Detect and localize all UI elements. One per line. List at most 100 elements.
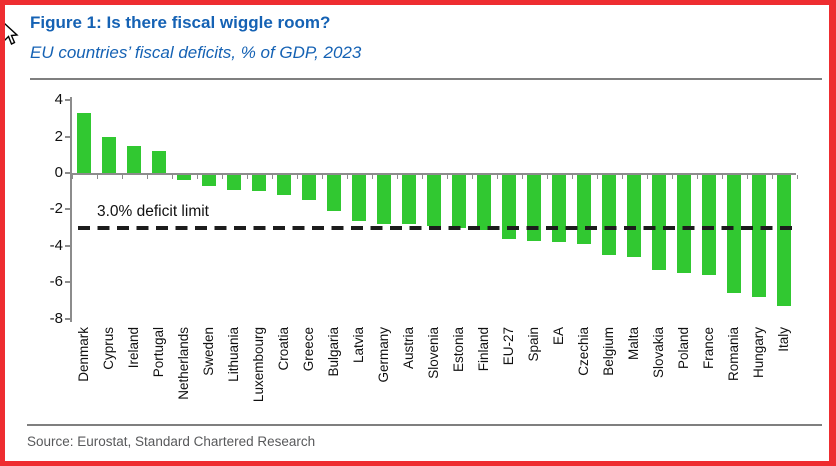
bar-Ireland xyxy=(127,145,141,173)
x-axis-label: Netherlands xyxy=(176,327,191,400)
figure-content: Figure 1: Is there fiscal wiggle room? E… xyxy=(5,5,829,461)
category-tick xyxy=(246,175,248,179)
x-axis-label: Ireland xyxy=(126,327,141,369)
category-tick xyxy=(496,175,498,179)
x-axis-label: Greece xyxy=(301,327,316,372)
x-axis-label: Slovenia xyxy=(426,327,441,379)
x-axis-label: EU-27 xyxy=(501,327,516,366)
fiscal-deficit-bar-chart: 4 2 0 -2 -4 -6 -8 3.0% deficit limit Denmark Cypr… xyxy=(5,91,829,423)
x-axis-label: Poland xyxy=(676,327,691,370)
x-axis-label: Sweden xyxy=(201,327,216,376)
bar-Greece xyxy=(302,175,316,201)
x-axis-label: Austria xyxy=(401,327,416,370)
y-axis-tick xyxy=(65,244,70,247)
y-axis-label: -8 xyxy=(49,309,63,327)
bar-Spain xyxy=(527,175,541,241)
category-tick xyxy=(646,175,648,179)
y-axis-label: -2 xyxy=(49,200,63,218)
x-axis-label: Romania xyxy=(726,327,741,382)
bar-Romania xyxy=(727,175,741,294)
bar-Czechia xyxy=(577,175,591,245)
y-axis-tick xyxy=(65,135,70,138)
x-axis-label: Luxembourg xyxy=(251,327,266,403)
category-tick xyxy=(171,175,173,179)
y-axis-line xyxy=(70,97,72,322)
category-tick xyxy=(396,175,398,179)
x-axis-label: Latvia xyxy=(351,327,366,364)
x-axis-label: Italy xyxy=(776,327,791,352)
category-tick xyxy=(71,175,73,179)
bar-Croatia xyxy=(277,175,291,196)
x-axis-label: Portugal xyxy=(151,327,166,378)
category-tick xyxy=(546,175,548,179)
x-axis-label: Finland xyxy=(476,327,491,372)
category-tick xyxy=(371,175,373,179)
bar-EA xyxy=(552,175,566,243)
x-axis-label: Hungary xyxy=(751,327,766,379)
x-axis-label: Lithuania xyxy=(226,327,241,382)
footer-divider xyxy=(27,424,822,426)
x-axis-label: Estonia xyxy=(451,327,466,373)
bar-Denmark xyxy=(77,112,91,173)
y-axis-label: -6 xyxy=(49,273,63,291)
y-axis-label: -4 xyxy=(49,236,63,254)
x-axis-label: Slovakia xyxy=(651,327,666,379)
category-tick xyxy=(596,175,598,179)
y-axis-tick xyxy=(65,208,70,211)
x-axis-label: Bulgaria xyxy=(326,327,341,377)
deficit-limit-line xyxy=(78,225,793,230)
source-note: Source: Eurostat, Standard Chartered Res… xyxy=(27,434,316,449)
category-tick xyxy=(421,175,423,179)
bar-Hungary xyxy=(752,175,766,297)
category-tick xyxy=(146,175,148,179)
category-tick xyxy=(296,175,298,179)
bar-EU-27 xyxy=(502,175,516,239)
category-tick xyxy=(771,175,773,179)
x-axis-label: Malta xyxy=(626,327,641,361)
bar-Netherlands xyxy=(177,175,191,181)
x-axis-label: Croatia xyxy=(276,327,291,371)
zero-axis-line xyxy=(70,173,796,175)
x-axis-label: Denmark xyxy=(76,327,91,382)
deficit-limit-label: 3.0% deficit limit xyxy=(97,202,209,220)
bar-Lithuania xyxy=(227,175,241,190)
y-axis-label: 0 xyxy=(54,164,63,181)
x-axis-label: Germany xyxy=(376,327,391,383)
header-divider xyxy=(30,78,822,80)
figure-title: Figure 1: Is there fiscal wiggle room? xyxy=(30,13,331,32)
bar-Estonia xyxy=(452,175,466,228)
category-tick xyxy=(571,175,573,179)
x-axis-label: Spain xyxy=(526,327,541,362)
category-tick xyxy=(446,175,448,179)
bar-Portugal xyxy=(152,151,166,173)
category-tick xyxy=(121,175,123,179)
category-tick xyxy=(796,175,798,179)
bar-Germany xyxy=(377,175,391,225)
bar-Belgium xyxy=(602,175,616,256)
category-tick xyxy=(321,175,323,179)
category-tick xyxy=(671,175,673,179)
bar-Luxembourg xyxy=(252,175,266,192)
category-tick xyxy=(721,175,723,179)
x-axis-label: Belgium xyxy=(601,327,616,376)
category-tick xyxy=(621,175,623,179)
category-tick xyxy=(471,175,473,179)
y-axis-label: 4 xyxy=(54,91,63,109)
bar-Malta xyxy=(627,175,641,257)
y-axis-tick xyxy=(65,281,70,284)
arrow-cursor-icon xyxy=(5,22,19,53)
category-tick xyxy=(746,175,748,179)
category-tick xyxy=(271,175,273,179)
bar-Poland xyxy=(677,175,691,274)
category-tick xyxy=(96,175,98,179)
bar-Slovakia xyxy=(652,175,666,270)
category-tick xyxy=(196,175,198,179)
bar-Austria xyxy=(402,175,416,225)
bar-Slovenia xyxy=(427,175,441,226)
category-tick xyxy=(521,175,523,179)
bar-Latvia xyxy=(352,175,366,221)
y-axis-tick xyxy=(65,172,70,174)
bar-Italy xyxy=(777,175,791,307)
y-axis-tick xyxy=(65,99,70,102)
